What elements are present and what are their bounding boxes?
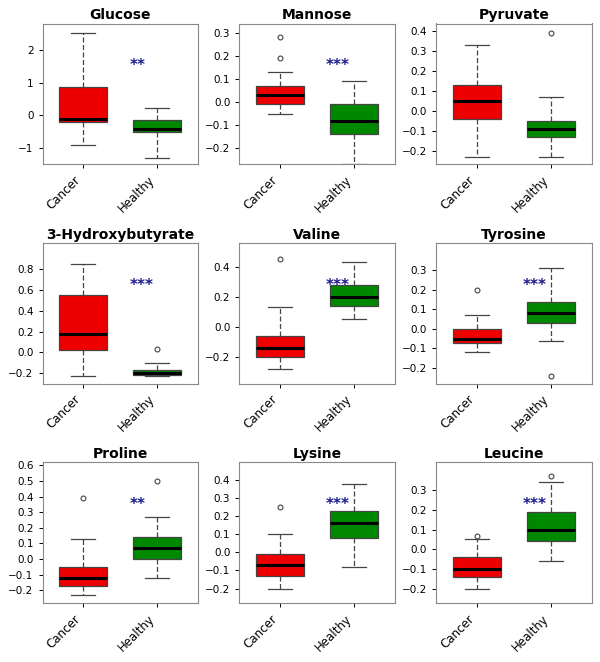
PathPatch shape (133, 120, 181, 132)
Title: Proline: Proline (92, 447, 148, 461)
PathPatch shape (59, 295, 107, 350)
PathPatch shape (453, 85, 501, 118)
PathPatch shape (133, 538, 181, 559)
Title: Valine: Valine (293, 228, 341, 242)
Text: ***: *** (523, 277, 547, 293)
Text: ***: *** (523, 497, 547, 512)
Text: ***: *** (326, 497, 350, 512)
PathPatch shape (453, 329, 501, 343)
Text: **: ** (129, 497, 145, 512)
PathPatch shape (527, 301, 575, 323)
Title: Glucose: Glucose (89, 9, 151, 23)
PathPatch shape (330, 285, 378, 306)
Text: ***: *** (326, 277, 350, 293)
Title: Mannose: Mannose (282, 9, 352, 23)
PathPatch shape (133, 370, 181, 375)
PathPatch shape (59, 87, 107, 122)
Title: Tyrosine: Tyrosine (481, 228, 547, 242)
PathPatch shape (453, 557, 501, 577)
PathPatch shape (59, 567, 107, 586)
PathPatch shape (330, 511, 378, 538)
Title: 3-Hydroxybutyrate: 3-Hydroxybutyrate (46, 228, 194, 242)
PathPatch shape (256, 86, 304, 105)
PathPatch shape (330, 105, 378, 134)
PathPatch shape (256, 336, 304, 357)
PathPatch shape (527, 120, 575, 136)
PathPatch shape (256, 554, 304, 576)
Text: ***: *** (326, 58, 350, 73)
PathPatch shape (527, 512, 575, 542)
Title: Leucine: Leucine (484, 447, 544, 461)
Title: Pyruvate: Pyruvate (478, 9, 550, 23)
Text: ***: *** (129, 277, 153, 293)
Text: **: ** (129, 58, 145, 73)
Title: Lysine: Lysine (293, 447, 342, 461)
